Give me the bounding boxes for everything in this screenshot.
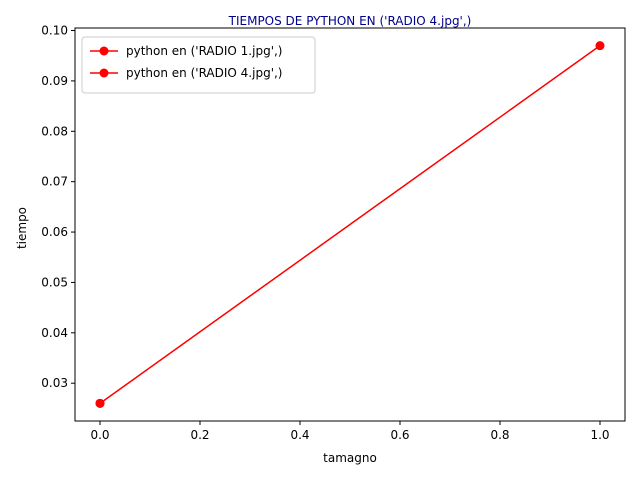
x-tick-label: 0.2 <box>190 428 209 442</box>
legend-box <box>81 36 316 94</box>
legend-label-1: python en ('RADIO 1.jpg',) <box>126 44 283 58</box>
legend: python en ('RADIO 1.jpg',) python en ('RA… <box>81 36 316 94</box>
y-tick-label: 0.04 <box>41 326 68 340</box>
legend-label-2: python en ('RADIO 4.jpg',) <box>126 66 283 80</box>
x-tick-label: 0.6 <box>390 428 409 442</box>
y-tick-label: 0.06 <box>41 225 68 239</box>
y-tick-label: 0.03 <box>41 376 68 390</box>
x-tick-label: 1.0 <box>590 428 609 442</box>
x-tick-label: 0.0 <box>90 428 109 442</box>
y-axis-ticks: 0.03 0.04 0.05 0.06 0.07 0.08 0.09 0.10 <box>41 24 75 390</box>
plot-frame <box>74 27 626 422</box>
x-axis-label: tamagno <box>323 451 377 465</box>
x-tick-label: 0.8 <box>490 428 509 442</box>
series-2-point <box>595 41 605 51</box>
legend-marker-2 <box>99 68 109 78</box>
chart-title: TIEMPOS DE PYTHON EN ('RADIO 4.jpg',) <box>228 14 472 28</box>
y-tick-label: 0.07 <box>41 175 68 189</box>
x-tick-label: 0.4 <box>290 428 309 442</box>
y-axis-label: tiempo <box>15 207 29 249</box>
y-tick-label: 0.08 <box>41 124 68 138</box>
series-line-2 <box>99 45 601 404</box>
legend-marker-1 <box>99 46 109 56</box>
y-tick-label: 0.10 <box>41 24 68 38</box>
series-2-point <box>95 398 105 408</box>
y-tick-label: 0.05 <box>41 275 68 289</box>
series-layer <box>95 41 605 408</box>
y-tick-label: 0.09 <box>41 74 68 88</box>
x-axis-ticks: 0.0 0.2 0.4 0.6 0.8 1.0 <box>90 421 610 442</box>
